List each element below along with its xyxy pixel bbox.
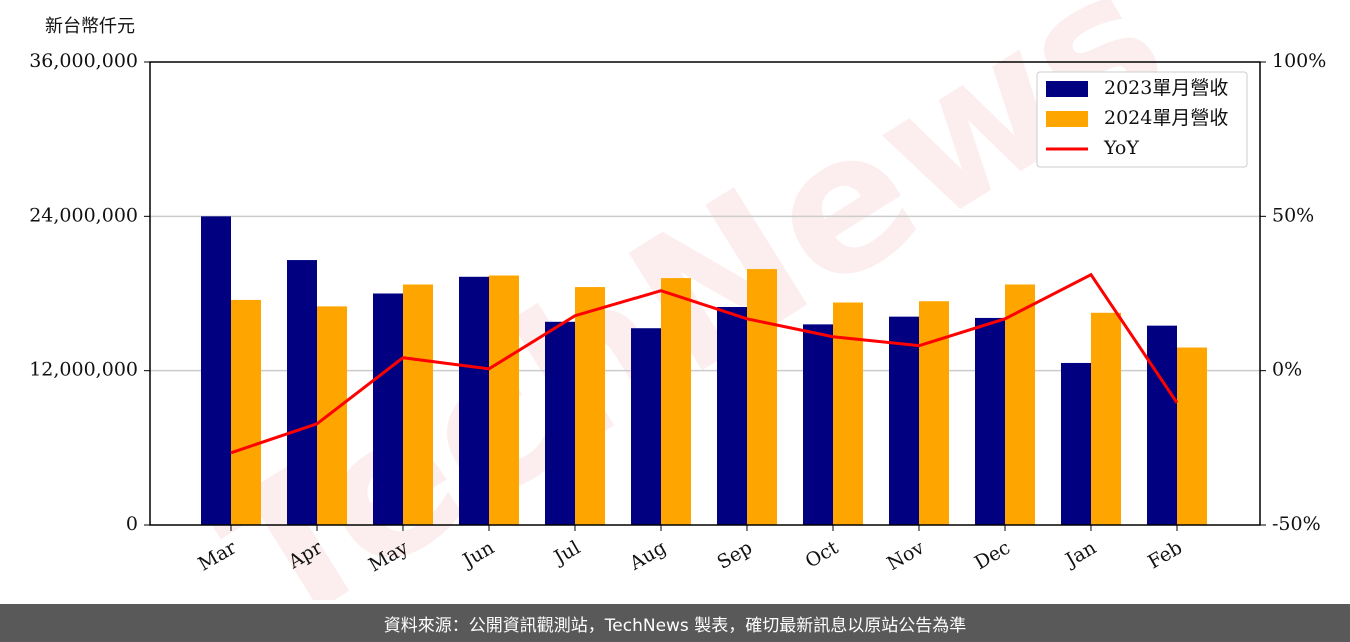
y2-tick-label: 0% xyxy=(1272,359,1302,381)
legend-label: YoY xyxy=(1103,137,1139,159)
bar xyxy=(975,317,1005,525)
bar xyxy=(747,269,777,525)
y-tick-label: 36,000,000 xyxy=(29,50,138,72)
bar xyxy=(317,306,347,525)
x-tick-label: Feb xyxy=(1144,537,1186,574)
bar xyxy=(1177,347,1207,525)
bar xyxy=(1005,284,1035,525)
y-tick-label: 12,000,000 xyxy=(29,359,138,381)
legend-swatch xyxy=(1046,111,1088,127)
y2-tick-label: -50% xyxy=(1272,513,1321,535)
x-tick-label: Nov xyxy=(883,536,928,575)
bar xyxy=(1091,312,1121,525)
bar xyxy=(803,324,833,525)
footer: 資料來源：公開資訊觀測站，TechNews 製表，確切最新訊息以原站公告為準 xyxy=(0,604,1350,642)
x-tick-label: Sep xyxy=(713,537,756,574)
bar xyxy=(1061,362,1091,525)
x-tick-label: Jan xyxy=(1060,537,1100,573)
x-tick-label: Jul xyxy=(549,537,584,570)
bar xyxy=(717,307,747,525)
bar xyxy=(201,216,231,526)
y2-tick-label: 100% xyxy=(1272,50,1326,72)
bar xyxy=(1147,325,1177,525)
bar xyxy=(403,284,433,525)
x-tick-label: Aug xyxy=(625,537,670,576)
legend-label: 2024單月營收 xyxy=(1104,107,1228,129)
y-axis-label: 新台幣仟元 xyxy=(45,16,135,37)
bar xyxy=(545,321,575,525)
y2-tick-label: 50% xyxy=(1272,204,1314,226)
legend-swatch xyxy=(1046,81,1088,97)
bar xyxy=(631,328,661,525)
y-tick-label: 0 xyxy=(126,513,138,535)
yoy-line xyxy=(230,272,1179,455)
bar xyxy=(459,276,489,525)
y-tick-label: 24,000,000 xyxy=(29,204,138,226)
bar xyxy=(919,301,949,525)
chart: 新台幣仟元 TechNews 012,000,00024,000,00036,0… xyxy=(29,0,1326,642)
plot-frame xyxy=(149,61,1261,526)
bar xyxy=(287,260,317,525)
bar xyxy=(489,275,519,525)
bar xyxy=(231,299,261,525)
x-tick-label: Dec xyxy=(971,537,1014,575)
bar xyxy=(889,316,919,525)
legend-box xyxy=(1036,71,1248,168)
x-tick-label: Oct xyxy=(802,536,843,572)
bar xyxy=(373,293,403,525)
bar xyxy=(661,278,691,525)
legend-label: 2023單月營收 xyxy=(1104,77,1228,99)
bar xyxy=(575,287,605,525)
